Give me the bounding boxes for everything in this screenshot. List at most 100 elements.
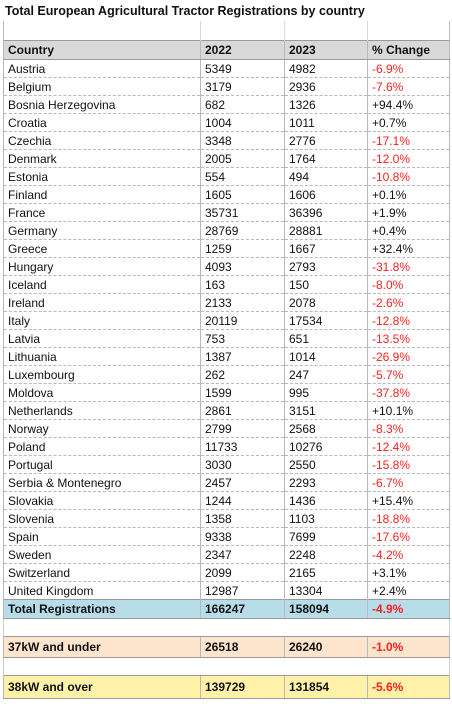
value-2023-cell[interactable]: 28881 xyxy=(284,221,368,240)
value-2023-cell[interactable]: 10276 xyxy=(284,437,368,456)
row-label-cell[interactable]: Lithuania xyxy=(3,347,201,366)
value-2022-cell[interactable]: 1599 xyxy=(200,383,285,402)
change-cell[interactable]: +0.4% xyxy=(367,221,450,240)
value-2023-cell[interactable]: 1014 xyxy=(284,347,368,366)
value-2022-cell[interactable]: 26518 xyxy=(200,636,285,658)
value-2022-cell[interactable]: 2799 xyxy=(200,419,285,438)
value-2022-cell[interactable]: 682 xyxy=(200,95,285,114)
row-label-cell[interactable]: Croatia xyxy=(3,113,201,132)
change-cell[interactable]: -10.8% xyxy=(367,167,450,186)
change-cell[interactable]: -15.8% xyxy=(367,455,450,474)
value-2022-cell[interactable]: 1387 xyxy=(200,347,285,366)
change-cell[interactable]: +2.4% xyxy=(367,581,450,600)
value-2023-cell[interactable]: 995 xyxy=(284,383,368,402)
row-label-cell[interactable]: Slovenia xyxy=(3,509,201,528)
value-2023-cell[interactable]: 150 xyxy=(284,275,368,294)
row-label-cell[interactable]: Estonia xyxy=(3,167,201,186)
value-2022-cell[interactable]: 20119 xyxy=(200,311,285,330)
value-2022-cell[interactable]: 4093 xyxy=(200,257,285,276)
change-cell[interactable]: -8.3% xyxy=(367,419,450,438)
value-2022-cell[interactable]: 166247 xyxy=(200,599,285,619)
value-2023-cell[interactable]: 3151 xyxy=(284,401,368,420)
change-cell[interactable]: -6.9% xyxy=(367,59,450,78)
header-2022[interactable]: 2022 xyxy=(200,40,285,60)
change-cell[interactable]: +15.4% xyxy=(367,491,450,510)
change-cell[interactable]: -5.7% xyxy=(367,365,450,384)
value-2023-cell[interactable]: 26240 xyxy=(284,636,368,658)
change-cell[interactable]: -17.6% xyxy=(367,527,450,546)
row-label-cell[interactable]: Slovakia xyxy=(3,491,201,510)
value-2023-cell[interactable]: 651 xyxy=(284,329,368,348)
change-cell[interactable]: +3.1% xyxy=(367,563,450,582)
value-2022-cell[interactable]: 2457 xyxy=(200,473,285,492)
value-2022-cell[interactable]: 35731 xyxy=(200,203,285,222)
row-label-cell[interactable]: Hungary xyxy=(3,257,201,276)
value-2022-cell[interactable]: 163 xyxy=(200,275,285,294)
row-label-cell[interactable]: Iceland xyxy=(3,275,201,294)
row-label-cell[interactable]: Netherlands xyxy=(3,401,201,420)
change-cell[interactable]: -12.8% xyxy=(367,311,450,330)
header-2023[interactable]: 2023 xyxy=(284,40,368,60)
value-2023-cell[interactable]: 4982 xyxy=(284,59,368,78)
value-2022-cell[interactable]: 1605 xyxy=(200,185,285,204)
change-cell[interactable]: -17.1% xyxy=(367,131,450,150)
value-2022-cell[interactable]: 11733 xyxy=(200,437,285,456)
value-2023-cell[interactable]: 2078 xyxy=(284,293,368,312)
row-label-cell[interactable]: Spain xyxy=(3,527,201,546)
value-2022-cell[interactable]: 262 xyxy=(200,365,285,384)
value-2023-cell[interactable]: 36396 xyxy=(284,203,368,222)
change-cell[interactable]: -2.6% xyxy=(367,293,450,312)
value-2022-cell[interactable]: 3179 xyxy=(200,77,285,96)
value-2023-cell[interactable]: 2936 xyxy=(284,77,368,96)
row-label-cell[interactable]: Luxembourg xyxy=(3,365,201,384)
value-2022-cell[interactable]: 1358 xyxy=(200,509,285,528)
change-cell[interactable]: -18.8% xyxy=(367,509,450,528)
change-cell[interactable]: +32.4% xyxy=(367,239,450,258)
header-country[interactable]: Country xyxy=(3,40,201,60)
value-2023-cell[interactable]: 131854 xyxy=(284,675,368,699)
change-cell[interactable]: -4.2% xyxy=(367,545,450,564)
value-2022-cell[interactable]: 1004 xyxy=(200,113,285,132)
value-2022-cell[interactable]: 2133 xyxy=(200,293,285,312)
change-cell[interactable]: -5.6% xyxy=(367,675,450,699)
row-label-cell[interactable]: Moldova xyxy=(3,383,201,402)
row-label-cell[interactable]: 37kW and under xyxy=(3,636,201,658)
change-cell[interactable]: -7.6% xyxy=(367,77,450,96)
value-2023-cell[interactable]: 2248 xyxy=(284,545,368,564)
value-2022-cell[interactable]: 9338 xyxy=(200,527,285,546)
value-2023-cell[interactable]: 1103 xyxy=(284,509,368,528)
value-2022-cell[interactable]: 2005 xyxy=(200,149,285,168)
value-2023-cell[interactable]: 1606 xyxy=(284,185,368,204)
value-2023-cell[interactable]: 2793 xyxy=(284,257,368,276)
change-cell[interactable]: -8.0% xyxy=(367,275,450,294)
value-2023-cell[interactable]: 1764 xyxy=(284,149,368,168)
value-2023-cell[interactable]: 17534 xyxy=(284,311,368,330)
row-label-cell[interactable]: Sweden xyxy=(3,545,201,564)
value-2022-cell[interactable]: 1259 xyxy=(200,239,285,258)
change-cell[interactable]: -12.0% xyxy=(367,149,450,168)
row-label-cell[interactable]: Norway xyxy=(3,419,201,438)
row-label-cell[interactable]: Total Registrations xyxy=(3,599,201,619)
row-label-cell[interactable]: Czechia xyxy=(3,131,201,150)
value-2022-cell[interactable]: 139729 xyxy=(200,675,285,699)
value-2023-cell[interactable]: 1436 xyxy=(284,491,368,510)
change-cell[interactable]: -37.8% xyxy=(367,383,450,402)
change-cell[interactable]: +0.7% xyxy=(367,113,450,132)
row-label-cell[interactable]: Austria xyxy=(3,59,201,78)
row-label-cell[interactable]: Serbia & Montenegro xyxy=(3,473,201,492)
value-2023-cell[interactable]: 2568 xyxy=(284,419,368,438)
row-label-cell[interactable]: Latvia xyxy=(3,329,201,348)
row-label-cell[interactable]: Italy xyxy=(3,311,201,330)
row-label-cell[interactable]: 38kW and over xyxy=(3,675,201,699)
change-cell[interactable]: +94.4% xyxy=(367,95,450,114)
row-label-cell[interactable]: Germany xyxy=(3,221,201,240)
change-cell[interactable]: +0.1% xyxy=(367,185,450,204)
value-2022-cell[interactable]: 3348 xyxy=(200,131,285,150)
change-cell[interactable]: +1.9% xyxy=(367,203,450,222)
change-cell[interactable]: -4.9% xyxy=(367,599,450,619)
value-2023-cell[interactable]: 13304 xyxy=(284,581,368,600)
value-2022-cell[interactable]: 2099 xyxy=(200,563,285,582)
value-2023-cell[interactable]: 2165 xyxy=(284,563,368,582)
value-2023-cell[interactable]: 247 xyxy=(284,365,368,384)
value-2023-cell[interactable]: 1667 xyxy=(284,239,368,258)
